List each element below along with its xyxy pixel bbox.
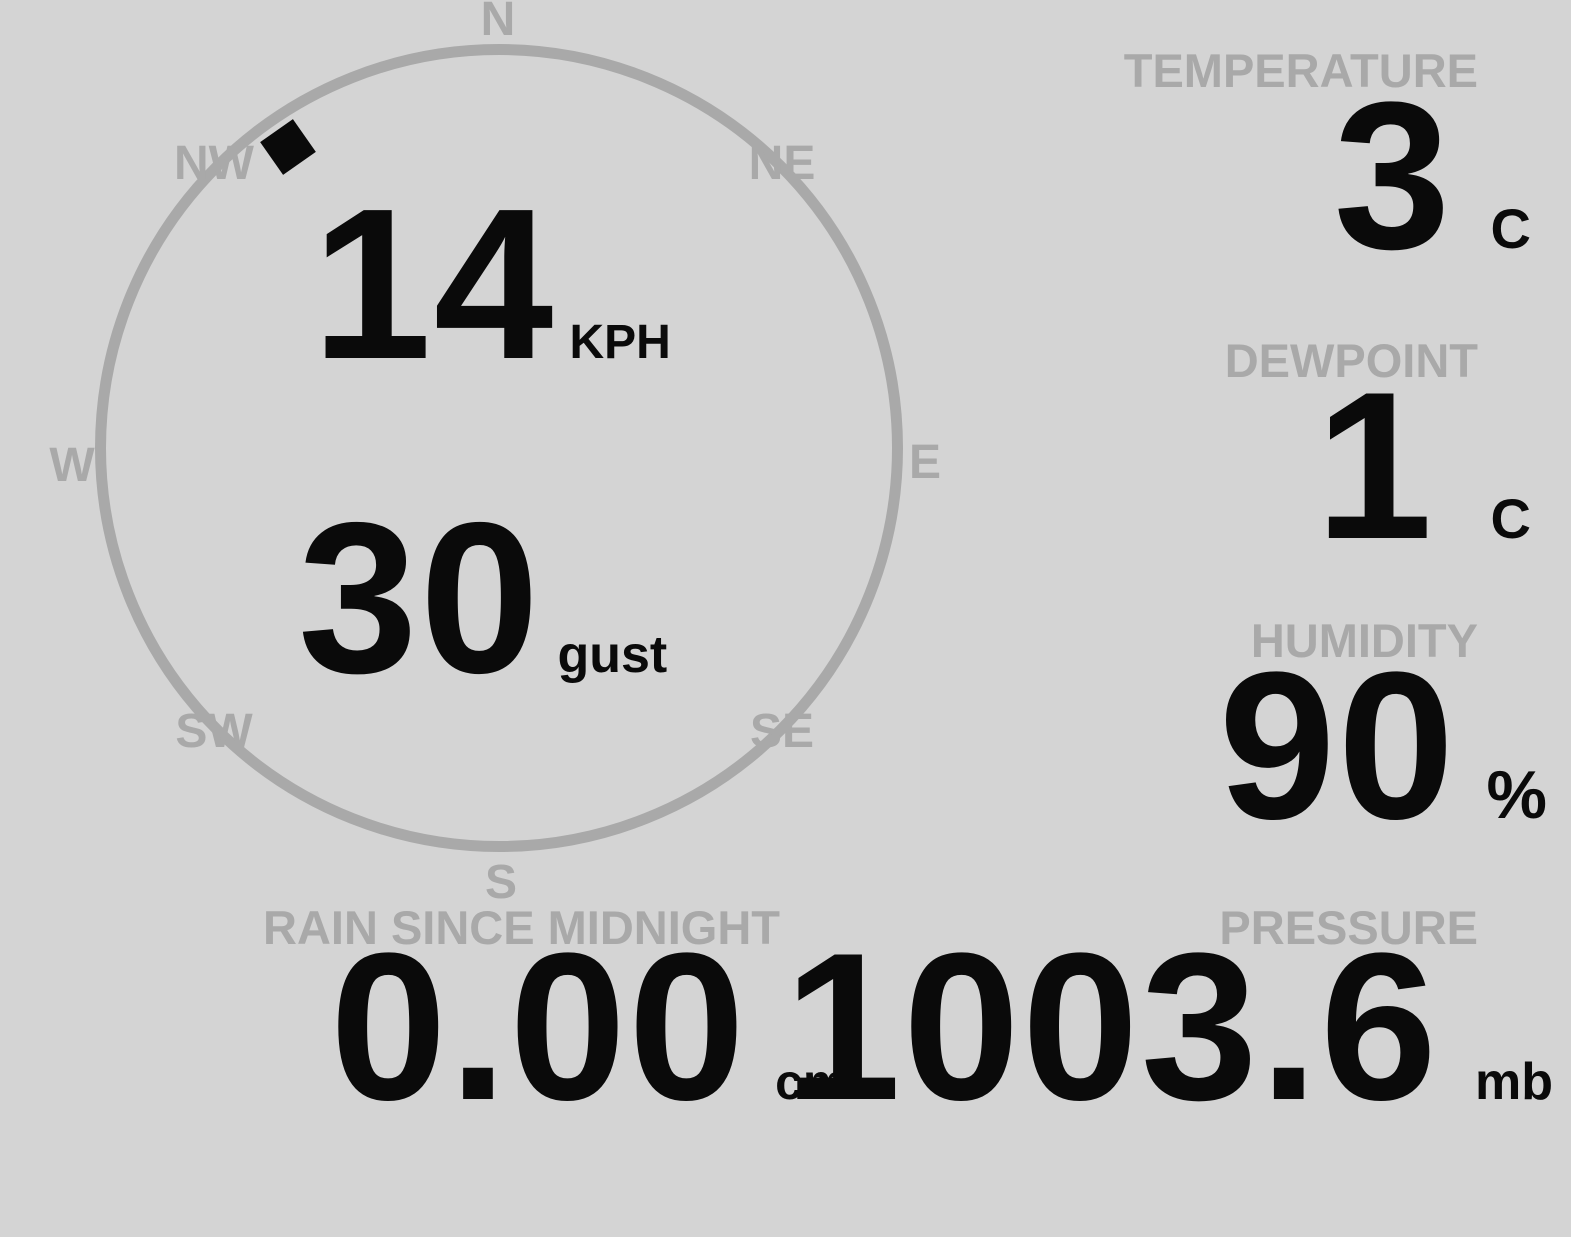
humidity-reading: 90% (1219, 641, 1547, 851)
compass-label-southeast: SE (749, 705, 815, 758)
dewpoint-label: DEWPOINT (1224, 334, 1478, 387)
pressure-reading: 1003.6 mb (784, 922, 1553, 1132)
compass-ring (95, 44, 903, 852)
wind-speed: 14 KPH (312, 176, 671, 391)
compass-label-southwest: SW (175, 705, 253, 758)
temperature-label: TEMPERATURE (1123, 44, 1478, 97)
rain-unit: cm (775, 1054, 848, 1110)
pressure-label: PRESSURE (1219, 901, 1478, 954)
humidity-unit: % (1486, 757, 1547, 833)
wind-gust-unit: gust (557, 626, 668, 684)
rain-reading: 0.00 cm (330, 922, 847, 1132)
compass-label-south: S (484, 856, 518, 909)
temperature-unit: C (1490, 197, 1531, 260)
compass-label-northeast: NE (748, 137, 816, 190)
dewpoint-value: 1 (1315, 348, 1435, 583)
humidity-value: 90 (1218, 628, 1457, 863)
dewpoint-unit: C (1490, 487, 1531, 550)
compass-label-east: E (908, 436, 942, 489)
wind-speed-value: 14 (312, 163, 556, 404)
compass-label-northwest: NW (174, 137, 254, 190)
temperature-value: 3 (1333, 58, 1453, 293)
humidity-label: HUMIDITY (1250, 614, 1478, 667)
compass-label-west: W (49, 439, 95, 492)
pressure-value: 1003.6 (784, 909, 1439, 1144)
rain-label: RAIN SINCE MIDNIGHT (263, 901, 780, 954)
wind-speed-unit: KPH (569, 316, 671, 369)
wind-gust: 30 gust (298, 490, 667, 705)
compass-label-north: N (480, 0, 516, 46)
rain-value: 0.00 (330, 909, 748, 1144)
wind-gust-value: 30 (298, 477, 542, 718)
pressure-unit: mb (1475, 1053, 1553, 1111)
